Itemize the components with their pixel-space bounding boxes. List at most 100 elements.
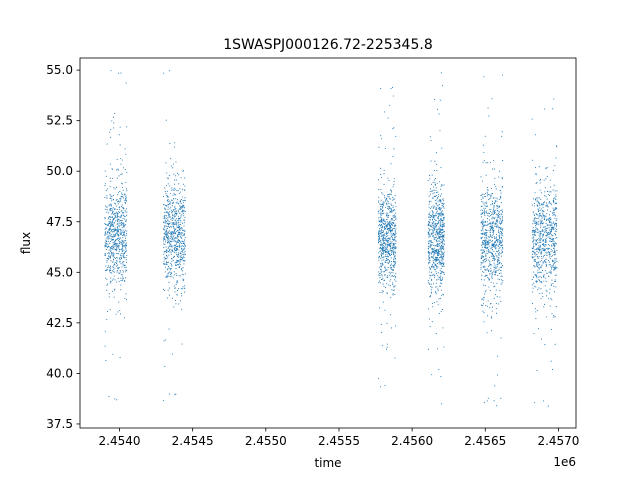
data-point <box>440 212 442 214</box>
data-point <box>390 194 392 196</box>
data-point <box>484 293 486 295</box>
data-point <box>125 248 127 250</box>
data-point <box>437 304 439 306</box>
data-point <box>171 189 173 191</box>
data-point <box>180 241 182 243</box>
data-point <box>394 357 396 359</box>
data-point <box>492 213 494 215</box>
data-point <box>546 218 548 220</box>
data-point <box>183 257 185 259</box>
data-point <box>500 213 502 215</box>
data-point <box>554 165 556 167</box>
data-point <box>163 232 165 234</box>
data-point <box>433 192 435 194</box>
data-point <box>555 202 557 204</box>
data-point <box>535 280 537 282</box>
data-point <box>538 240 540 242</box>
data-point <box>554 249 556 251</box>
data-point <box>441 244 443 246</box>
data-point <box>123 194 125 196</box>
data-point <box>439 282 442 284</box>
data-point <box>539 292 541 294</box>
data-point <box>535 213 537 215</box>
data-point <box>439 213 441 215</box>
data-point <box>182 242 184 244</box>
data-point <box>108 249 110 251</box>
data-point <box>482 227 484 229</box>
data-point <box>486 189 488 191</box>
data-point <box>392 259 395 261</box>
x-tick-label: 2.4570 <box>537 434 579 448</box>
data-point <box>437 201 439 203</box>
data-point <box>551 266 553 269</box>
data-point <box>394 238 396 240</box>
data-point <box>125 244 128 247</box>
data-point <box>113 247 115 249</box>
data-point <box>177 215 179 217</box>
data-point <box>540 259 542 261</box>
data-point <box>435 264 437 266</box>
data-point <box>109 209 111 211</box>
data-point <box>548 202 550 204</box>
data-point <box>392 243 394 245</box>
data-point <box>381 290 383 292</box>
data-point <box>544 108 546 110</box>
data-point <box>441 294 443 296</box>
data-point <box>492 255 494 257</box>
data-point <box>125 194 127 196</box>
data-point <box>380 212 382 214</box>
data-point <box>483 239 485 242</box>
data-point <box>381 332 383 334</box>
data-point <box>481 243 483 245</box>
data-point <box>124 229 126 231</box>
data-point <box>162 222 165 224</box>
data-point <box>491 276 493 278</box>
data-point <box>499 247 501 249</box>
data-point <box>539 244 542 246</box>
data-point <box>179 199 181 201</box>
data-point <box>380 252 382 254</box>
data-point <box>111 216 113 219</box>
data-point <box>393 239 395 241</box>
data-point <box>542 243 544 245</box>
data-point <box>388 252 390 254</box>
data-point <box>537 262 539 264</box>
data-point <box>125 220 127 222</box>
data-point <box>378 274 380 276</box>
data-point <box>114 267 116 269</box>
data-point <box>170 158 172 160</box>
data-point <box>437 108 439 110</box>
data-point <box>384 273 386 276</box>
data-point <box>174 142 176 144</box>
data-point <box>109 309 111 311</box>
data-point <box>114 264 116 266</box>
data-point <box>181 295 183 297</box>
data-point <box>428 233 430 236</box>
data-point <box>170 241 172 243</box>
data-point <box>111 200 113 202</box>
data-point <box>165 209 167 211</box>
data-point <box>119 198 121 200</box>
data-point <box>431 279 433 281</box>
data-point <box>487 223 489 225</box>
data-point <box>119 126 121 128</box>
data-point <box>125 298 128 301</box>
data-point <box>125 208 128 210</box>
data-point <box>428 236 430 238</box>
data-point <box>115 399 118 401</box>
data-point <box>486 210 488 212</box>
data-point <box>176 280 178 282</box>
data-point <box>496 250 498 252</box>
data-point <box>390 243 392 245</box>
data-point <box>112 261 114 263</box>
data-point <box>395 277 397 279</box>
data-point <box>430 160 432 162</box>
data-point <box>175 267 177 270</box>
data-point <box>183 225 185 227</box>
data-point <box>432 207 434 209</box>
data-point <box>537 247 539 249</box>
data-point <box>394 250 396 252</box>
data-point <box>441 251 443 253</box>
data-point <box>437 234 439 236</box>
data-point <box>166 227 169 229</box>
